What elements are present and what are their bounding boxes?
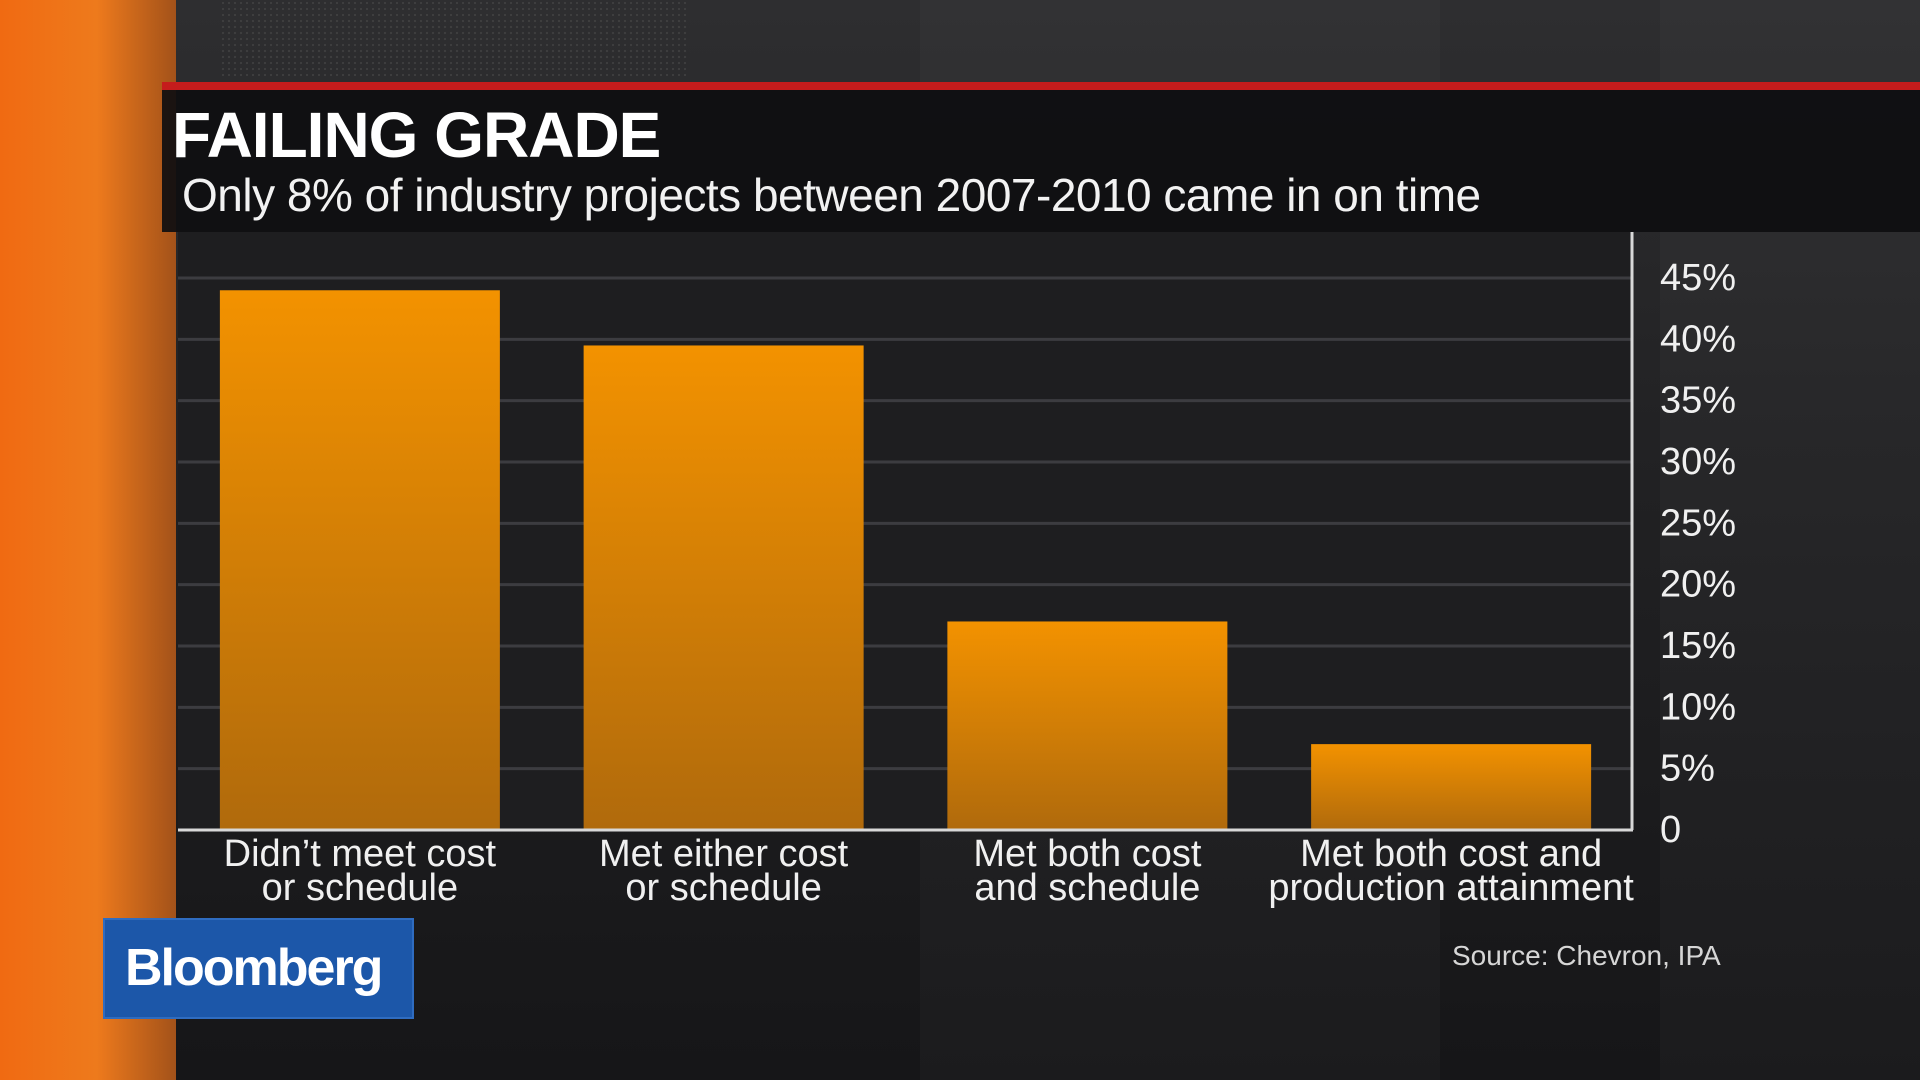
title-band [162,90,1920,232]
red-accent-rule [162,82,1920,90]
y-tick-label: 45% [1660,257,1736,299]
bar [947,621,1228,830]
x-tick-label: Didn’t meet cost or schedule [224,833,497,909]
x-tick-label: Met both cost and production attainment [1268,833,1634,909]
chart-title: FAILING GRADE [172,99,661,171]
y-tick-label: 0 [1660,809,1681,851]
y-tick-label: 30% [1660,441,1736,483]
y-tick-label: 15% [1660,625,1736,667]
x-tick-label-line: Met both cost [973,833,1202,875]
x-tick-label-line: Met either cost [599,833,849,875]
source-note: Source: Chevron, IPA [1452,940,1721,971]
bloomberg-logo: Bloomberg [103,918,414,1019]
orange-side-stripe [0,0,176,1080]
y-tick-label: 10% [1660,686,1736,728]
x-tick-label-line: production attainment [1268,867,1634,909]
x-tick-label-line: Didn’t meet cost [224,833,497,875]
bloomberg-logo-text: Bloomberg [125,939,383,997]
y-tick-label: 20% [1660,564,1736,606]
x-tick-label-line: and schedule [974,867,1200,909]
bar [583,345,864,830]
x-tick-label-line: Met both cost and [1300,833,1602,875]
y-tick-label: 25% [1660,502,1736,544]
bar [219,290,500,830]
bar-chart: 0 5% 10% 15% 20% 25% 30% 35% 40% 45% Didn’t meet … [178,232,1736,909]
background-texture [220,0,690,80]
x-tick-label-line: or schedule [625,867,821,909]
y-tick-label: 40% [1660,318,1736,360]
x-tick-label: Met either cost or schedule [599,833,849,909]
bar [1311,744,1592,830]
x-tick-label: Met both cost and schedule [973,833,1202,909]
y-tick-label: 5% [1660,748,1715,790]
x-tick-label-line: or schedule [262,867,458,909]
chart-subtitle: Only 8% of industry projects between 200… [182,169,1481,221]
y-tick-label: 35% [1660,380,1736,422]
